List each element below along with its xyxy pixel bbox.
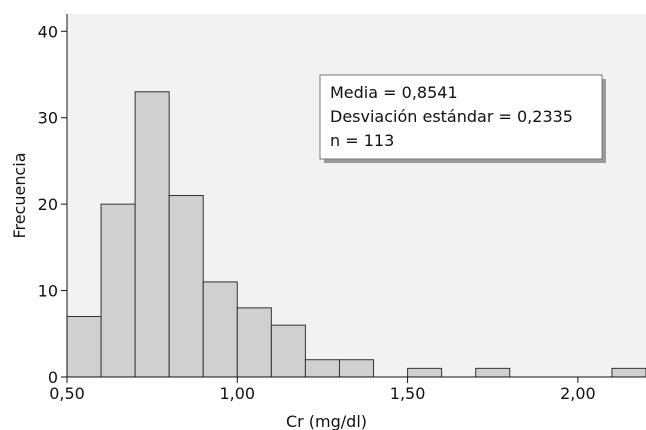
x-tick-label: 1,00 [219, 384, 255, 403]
y-tick-label: 20 [38, 195, 58, 214]
stats-box: Media = 0,8541 Desviación estándar = 0,2… [319, 74, 606, 163]
x-tick-label: 2,00 [560, 384, 596, 403]
histogram-bar [202, 281, 238, 378]
stats-box-frame [319, 74, 603, 160]
histogram-bar [100, 203, 136, 378]
histogram-bar [304, 359, 340, 378]
histogram-bar [270, 324, 306, 378]
stats-mean: Media = 0,8541 [330, 83, 458, 102]
histogram-bar [66, 316, 102, 378]
stats-std-dev: Desviación estándar = 0,2335 [330, 107, 573, 126]
y-axis-label: Frecuencia [10, 152, 29, 238]
histogram-bar [168, 195, 204, 378]
x-axis-label: Cr (mg/dl) [286, 412, 367, 430]
histogram-bar [611, 367, 646, 378]
y-axis-ticks: 0 10 20 30 40 [38, 22, 67, 387]
x-tick-label: 1,50 [390, 384, 426, 403]
y-tick-label: 40 [38, 22, 58, 41]
histogram-bar [475, 367, 511, 378]
histogram-bar [338, 359, 375, 378]
stats-n: n = 113 [330, 131, 394, 150]
y-tick-label: 0 [48, 368, 58, 387]
histogram-bars [66, 91, 646, 378]
histogram-bar [134, 91, 170, 378]
histogram-bar [407, 367, 443, 378]
x-axis-ticks: 0,50 1,00 1,50 2,00 [49, 377, 596, 403]
x-tick-label: 0,50 [49, 384, 85, 403]
histogram-bar [236, 307, 272, 378]
y-tick-label: 10 [38, 282, 58, 301]
y-tick-label: 30 [38, 109, 58, 128]
